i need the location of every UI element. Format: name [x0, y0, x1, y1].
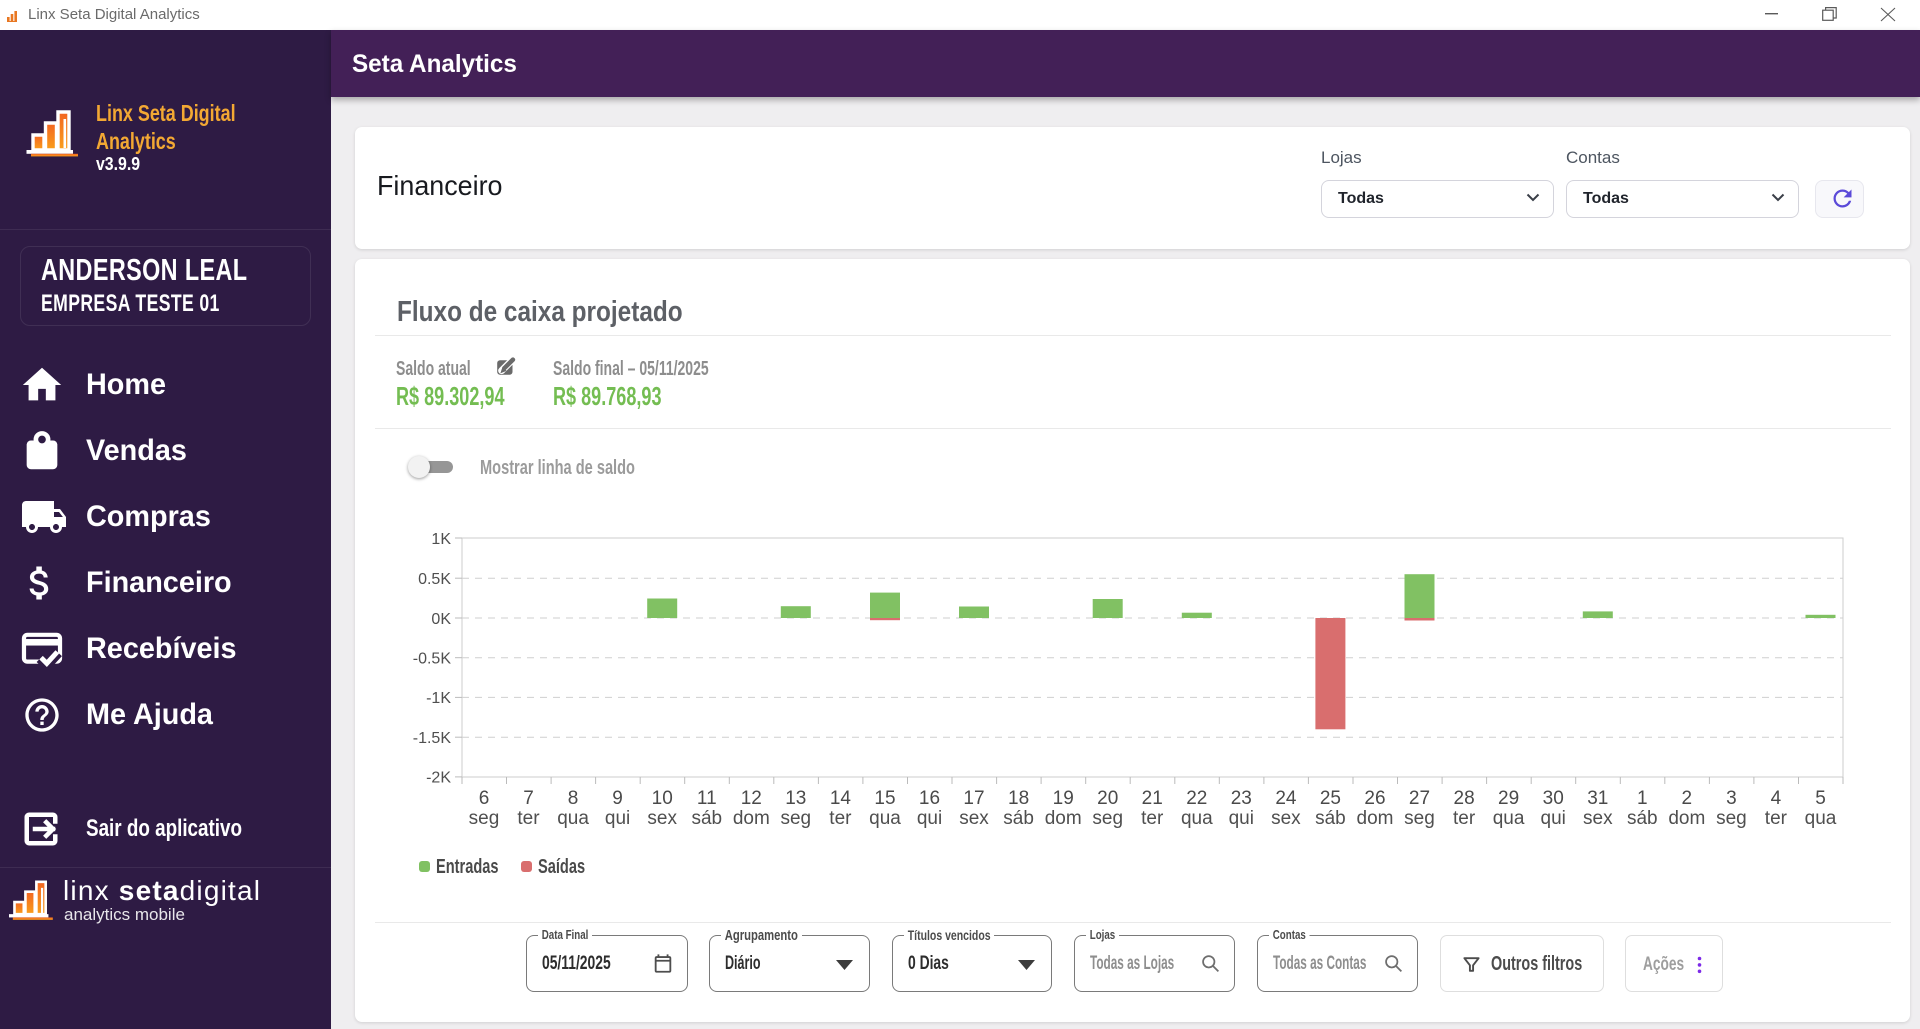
svg-text:seg: seg [1092, 808, 1123, 829]
svg-text:4: 4 [1771, 788, 1782, 809]
svg-text:sáb: sáb [1627, 808, 1658, 829]
svg-text:qua: qua [869, 808, 901, 829]
svg-text:18: 18 [1008, 788, 1029, 809]
svg-text:19: 19 [1053, 788, 1074, 809]
svg-text:qua: qua [1493, 808, 1525, 829]
svg-text:qui: qui [1229, 808, 1254, 829]
svg-text:ter: ter [829, 808, 852, 829]
svg-text:20: 20 [1097, 788, 1118, 809]
svg-text:seg: seg [469, 808, 500, 829]
svg-text:qua: qua [1805, 808, 1837, 829]
svg-text:15: 15 [874, 788, 895, 809]
svg-text:7: 7 [523, 788, 534, 809]
svg-text:sex: sex [959, 808, 989, 829]
svg-text:qui: qui [1541, 808, 1566, 829]
svg-text:dom: dom [1357, 808, 1394, 829]
svg-text:30: 30 [1543, 788, 1564, 809]
svg-text:0.5K: 0.5K [418, 571, 451, 588]
svg-text:dom: dom [733, 808, 770, 829]
svg-text:1K: 1K [431, 531, 451, 548]
svg-text:dom: dom [1045, 808, 1082, 829]
svg-text:16: 16 [919, 788, 940, 809]
svg-text:3: 3 [1726, 788, 1737, 809]
svg-text:qui: qui [605, 808, 630, 829]
svg-text:5: 5 [1815, 788, 1826, 809]
svg-text:2: 2 [1682, 788, 1693, 809]
svg-text:8: 8 [568, 788, 579, 809]
svg-text:ter: ter [1453, 808, 1476, 829]
svg-text:23: 23 [1231, 788, 1252, 809]
svg-text:13: 13 [785, 788, 806, 809]
svg-text:29: 29 [1498, 788, 1519, 809]
svg-text:10: 10 [652, 788, 673, 809]
svg-text:ter: ter [517, 808, 540, 829]
svg-text:sáb: sáb [1315, 808, 1346, 829]
svg-text:24: 24 [1275, 788, 1297, 809]
svg-text:27: 27 [1409, 788, 1430, 809]
svg-text:-0.5K: -0.5K [413, 651, 452, 668]
svg-text:sex: sex [647, 808, 677, 829]
svg-text:qua: qua [1181, 808, 1213, 829]
svg-text:dom: dom [1668, 808, 1705, 829]
svg-text:sáb: sáb [1003, 808, 1034, 829]
svg-text:1: 1 [1637, 788, 1648, 809]
svg-text:seg: seg [1716, 808, 1747, 829]
svg-text:31: 31 [1587, 788, 1608, 809]
svg-text:12: 12 [741, 788, 762, 809]
svg-text:22: 22 [1186, 788, 1207, 809]
svg-text:21: 21 [1142, 788, 1163, 809]
svg-text:25: 25 [1320, 788, 1341, 809]
svg-text:17: 17 [963, 788, 984, 809]
svg-text:-2K: -2K [426, 770, 451, 787]
svg-text:ter: ter [1765, 808, 1788, 829]
svg-text:-1K: -1K [426, 690, 451, 707]
svg-text:sex: sex [1583, 808, 1613, 829]
svg-text:ter: ter [1141, 808, 1164, 829]
svg-text:qua: qua [557, 808, 589, 829]
svg-text:seg: seg [780, 808, 811, 829]
svg-text:seg: seg [1404, 808, 1435, 829]
svg-text:28: 28 [1454, 788, 1475, 809]
svg-text:6: 6 [479, 788, 490, 809]
svg-text:sáb: sáb [691, 808, 722, 829]
svg-text:sex: sex [1271, 808, 1301, 829]
svg-text:-1.5K: -1.5K [413, 730, 452, 747]
svg-text:26: 26 [1364, 788, 1385, 809]
svg-text:11: 11 [697, 788, 717, 809]
svg-text:qui: qui [917, 808, 942, 829]
svg-text:14: 14 [830, 788, 852, 809]
svg-text:0K: 0K [431, 611, 451, 628]
svg-text:9: 9 [612, 788, 623, 809]
